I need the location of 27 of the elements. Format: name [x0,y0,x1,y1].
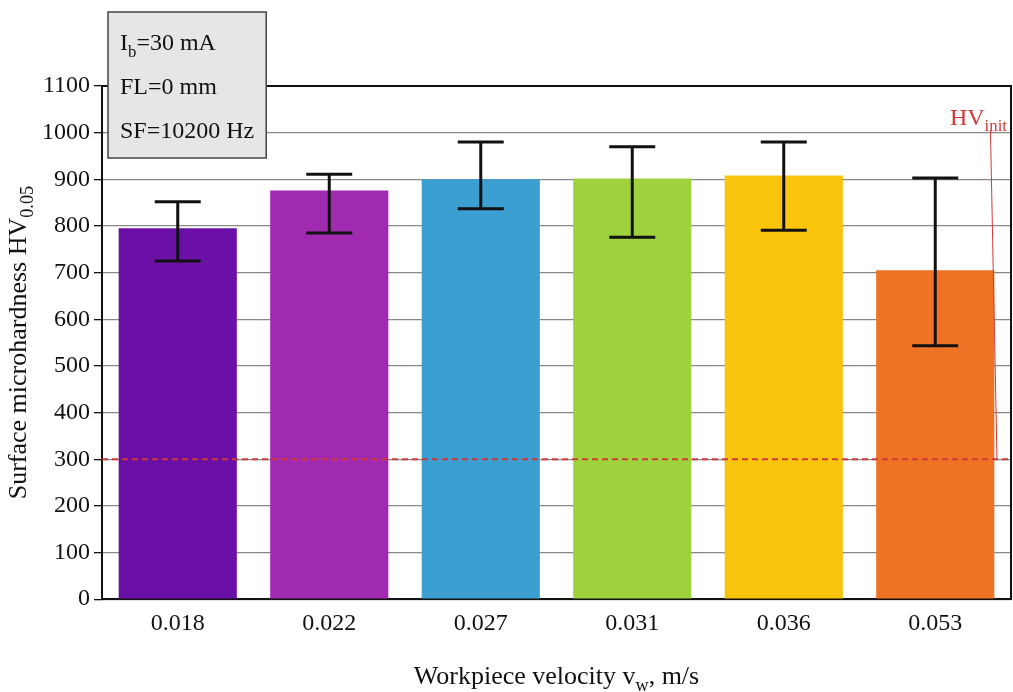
y-tick-label: 100 [54,537,90,564]
y-tick-label: 200 [54,491,90,518]
y-tick-label: 0 [78,584,90,611]
bar [270,190,389,599]
bar [876,270,995,599]
bar [421,179,540,599]
y-tick-label: 400 [54,397,90,424]
y-tick-label: 800 [54,211,90,238]
y-tick-label: 1000 [42,117,90,144]
y-axis-title: Surface microhardness HV0.05 [3,185,38,500]
x-tick-label: 0.053 [908,608,963,635]
annotation: FL=0 mm [120,73,218,99]
x-tick-label: 0.031 [605,608,660,635]
y-tick-label: 600 [54,304,90,331]
y-tick-label: 1100 [42,71,90,98]
bar [573,178,692,599]
y-tick-label: 300 [54,444,90,471]
bar [724,175,843,599]
annotation: SF=10200 Hz [120,117,255,143]
x-tick-label: 0.022 [302,608,357,635]
x-tick-label: 0.018 [150,608,205,635]
y-tick-label: 500 [54,351,90,378]
y-tick-label: 700 [54,257,90,284]
x-tick-label: 0.036 [756,608,811,635]
bar [118,228,237,599]
y-tick-label: 900 [54,164,90,191]
x-tick-label: 0.027 [453,608,508,635]
